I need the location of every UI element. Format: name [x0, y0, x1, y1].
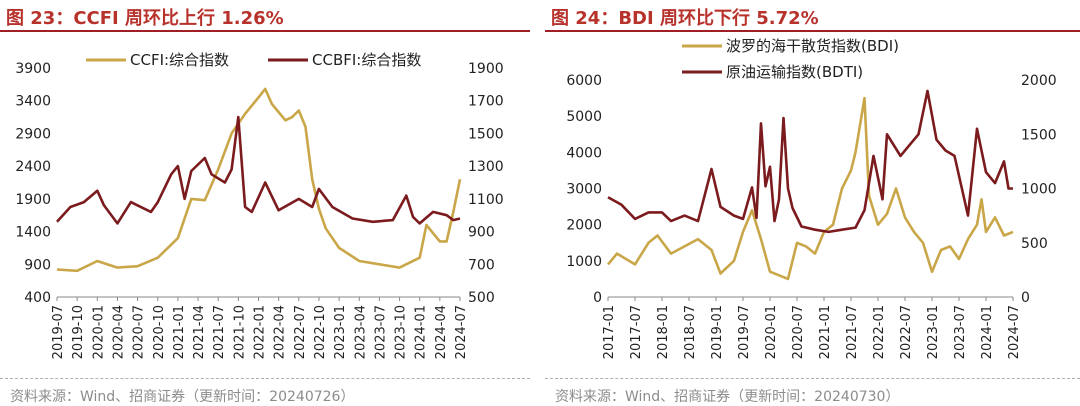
y-left-tick-label: 1900: [15, 192, 51, 208]
x-tick-label: 2020-04: [111, 305, 126, 359]
x-tick-label: 2020-01: [91, 305, 106, 359]
chart-panel-bdi: 图 24：BDI 周环比下行 5.72% 6000 5000 4000 3000 200…: [545, 0, 1080, 405]
chart-panel-ccfi: 图 23：CCFI 周环比上行 1.26% 3900 3400 2900 2400 19…: [0, 0, 530, 405]
legend-label: 原油运输指数(BDTI): [726, 63, 863, 81]
x-tick-label: 2019-01: [710, 305, 725, 359]
y-left-tick-label: 2000: [566, 218, 602, 234]
y-right-tick-label: 1300: [468, 159, 504, 175]
x-tick-label: 2019-07: [737, 305, 752, 359]
y-left-tick-label: 4000: [566, 145, 602, 161]
title-rule: [0, 30, 530, 32]
y-left-tick-label: 3000: [566, 182, 602, 198]
x-tick-label: 2018-01: [656, 305, 671, 359]
y-left-tick-label: 2400: [15, 159, 51, 175]
x-tick-label: 2022-01: [872, 305, 887, 359]
x-tick-label: 2018-07: [683, 305, 698, 359]
y-left-tick-label: 6000: [566, 73, 602, 89]
series-line-right: [56, 115, 461, 225]
chart-title: 图 24：BDI 周环比下行 5.72%: [551, 8, 819, 29]
y-right-tick-label: 1700: [468, 94, 504, 110]
x-tick-label: 2024-07: [1007, 305, 1022, 359]
x-tick-label: 2020-01: [764, 305, 779, 359]
y-left-tick-label: 3400: [15, 94, 51, 110]
x-tick-label: 2021-07: [845, 305, 860, 359]
y-left-tick-label: 0: [593, 290, 602, 306]
x-tick-label: 2022-07: [293, 305, 308, 359]
x-tick-label: 2019-10: [71, 305, 86, 359]
y-right-tick-label: 700: [468, 257, 495, 273]
chart-title: 图 23：CCFI 周环比上行 1.26%: [6, 8, 284, 29]
y-left-tick-label: 2900: [15, 126, 51, 142]
x-tick-label: 2023-01: [333, 305, 348, 359]
x-tick-label: 2021-01: [172, 305, 187, 359]
source-note: 资料来源：Wind、招商证券（更新时间：20240730）: [555, 389, 900, 405]
y-left-tick-label: 1400: [15, 225, 51, 241]
y-left-tick-label: 400: [24, 290, 51, 306]
y-right-tick-label: 1500: [1021, 127, 1057, 143]
x-tick-label: 2021-07: [212, 305, 227, 359]
y-right-tick-label: 1900: [468, 61, 504, 77]
x-tick-label: 2021-10: [232, 305, 247, 359]
x-tick-label: 2023-07: [373, 305, 388, 359]
source-divider: [0, 378, 530, 379]
source-note: 资料来源：Wind、招商证券（更新时间：20240726）: [10, 389, 355, 405]
chart-canvas: 3900 3400 2900 2400 1900 1400 900 400 1900 1700 15…: [15, 51, 504, 359]
legend-label: CCFI:综合指数: [130, 51, 229, 69]
x-tick-label: 2022-07: [899, 305, 914, 359]
y-left-tick-label: 3900: [15, 61, 51, 77]
y-right-tick-label: 500: [468, 290, 495, 306]
series-line-left: [56, 87, 462, 273]
x-tick-label: 2023-04: [353, 305, 368, 359]
x-tick-label: 2023-10: [394, 305, 409, 359]
y-left-tick-label: 1000: [566, 254, 602, 270]
chart-canvas: 6000500040003000200010000200015001000500…: [566, 37, 1057, 359]
x-tick-label: 2020-07: [132, 305, 147, 359]
x-tick-label: 2024-04: [434, 305, 449, 359]
x-tick-label: 2021-01: [818, 305, 833, 359]
title-rule: [545, 30, 1080, 32]
y-right-tick-label: 0: [1021, 290, 1030, 306]
x-tick-label: 2022-01: [253, 305, 268, 359]
y-left-tick-label: 900: [24, 257, 51, 273]
x-tick-label: 2017-01: [602, 305, 617, 359]
x-tick-label: 2020-07: [791, 305, 806, 359]
x-tick-label: 2019-07: [51, 305, 66, 359]
y-right-tick-label: 1100: [468, 192, 504, 208]
x-tick-label: 2024-01: [414, 305, 429, 359]
x-tick-label: 2021-04: [192, 305, 207, 359]
y-right-tick-label: 2000: [1021, 73, 1057, 89]
x-tick-label: 2023-07: [953, 305, 968, 359]
legend-label: 波罗的海干散货指数(BDI): [726, 37, 899, 55]
y-right-tick-label: 500: [1021, 236, 1048, 252]
y-left-tick-label: 5000: [566, 109, 602, 125]
x-tick-label: 2024-01: [980, 305, 995, 359]
x-tick-label: 2020-10: [152, 305, 167, 359]
y-right-tick-label: 1000: [1021, 182, 1057, 198]
x-tick-label: 2017-07: [629, 305, 644, 359]
y-right-tick-label: 1500: [468, 126, 504, 142]
series-line-left: [607, 96, 1014, 281]
y-right-tick-label: 900: [468, 225, 495, 241]
x-tick-label: 2023-01: [926, 305, 941, 359]
x-tick-label: 2022-04: [273, 305, 288, 359]
source-divider: [545, 378, 1080, 379]
x-tick-label: 2024-07: [454, 305, 469, 359]
legend-label: CCBFI:综合指数: [312, 51, 421, 69]
series-line-right: [607, 89, 1013, 234]
x-tick-label: 2022-10: [313, 305, 328, 359]
